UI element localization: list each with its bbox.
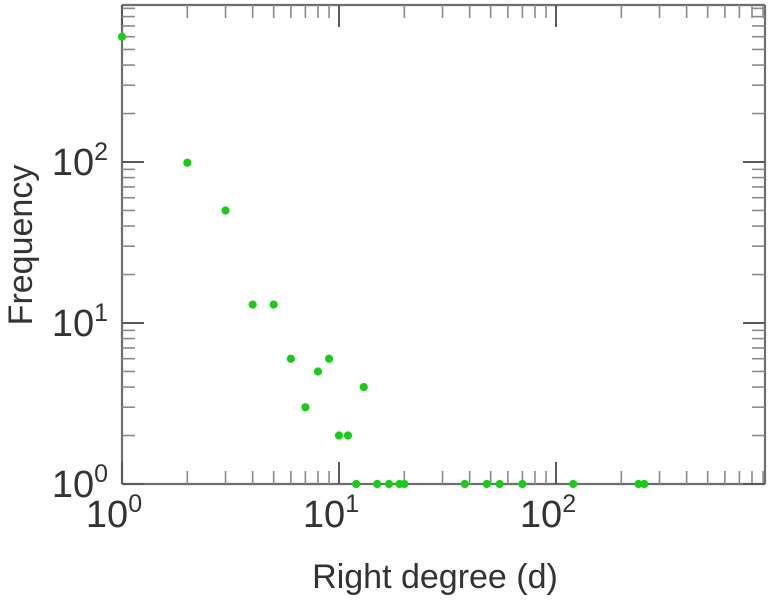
data-point bbox=[634, 479, 643, 489]
x-tick-label: 102 bbox=[520, 490, 576, 536]
data-point bbox=[286, 354, 295, 363]
y-tick-label: 102 bbox=[52, 138, 108, 184]
data-point bbox=[324, 354, 334, 363]
data-point bbox=[248, 300, 257, 309]
data-point bbox=[269, 300, 278, 309]
x-tick-label: 101 bbox=[303, 490, 359, 536]
data-point bbox=[352, 479, 361, 489]
data-point bbox=[640, 479, 649, 489]
y-axis-title: Frequency bbox=[2, 165, 40, 326]
x-axis-ticks-bottom bbox=[121, 462, 764, 484]
data-point bbox=[313, 367, 323, 376]
data-point bbox=[569, 479, 578, 489]
y-axis-ticks-right bbox=[743, 7, 765, 485]
x-axis-tick-labels: 100 101 102 bbox=[86, 490, 576, 536]
data-point bbox=[460, 479, 469, 489]
data-point bbox=[334, 431, 344, 440]
y-tick-label: 101 bbox=[52, 299, 108, 345]
data-point bbox=[518, 479, 527, 489]
y-tick-label: 100 bbox=[52, 460, 108, 506]
y-axis-tick-labels: 100 101 102 bbox=[52, 138, 108, 506]
data-point bbox=[301, 403, 310, 412]
data-point bbox=[384, 479, 394, 489]
data-point bbox=[359, 382, 368, 392]
x-axis-ticks-top bbox=[121, 5, 764, 27]
data-point bbox=[400, 479, 409, 489]
data-point bbox=[343, 431, 353, 440]
x-axis-title: Right degree (d) bbox=[312, 558, 558, 596]
data-point bbox=[183, 158, 192, 167]
x-tick-label: 100 bbox=[86, 490, 142, 536]
plot-frame bbox=[120, 3, 767, 486]
y-axis-ticks-left bbox=[122, 7, 144, 485]
data-markers bbox=[117, 32, 649, 489]
data-point bbox=[482, 479, 491, 489]
data-point bbox=[221, 206, 230, 215]
data-point bbox=[117, 32, 127, 41]
data-point bbox=[495, 479, 504, 489]
data-point bbox=[373, 479, 382, 489]
